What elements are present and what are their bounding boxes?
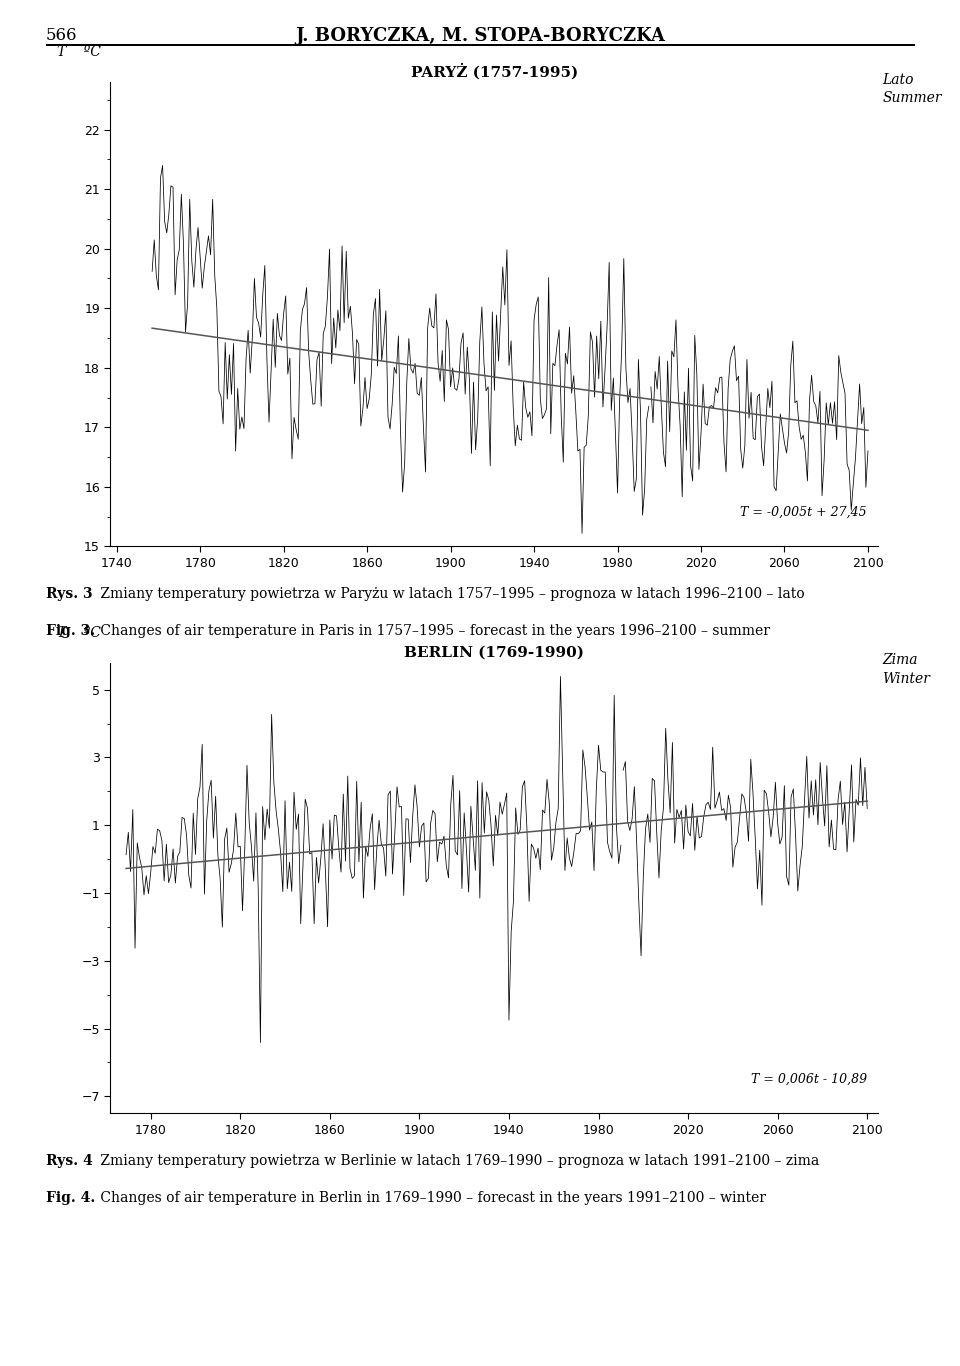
Text: Rys. 4: Rys. 4 [46, 1154, 93, 1168]
Text: Rys. 3: Rys. 3 [46, 587, 93, 601]
Text: Changes of air temperature in Berlin in 1769–1990 – forecast in the years 1991–2: Changes of air temperature in Berlin in … [96, 1191, 766, 1205]
Title: BERLIN (1769-1990): BERLIN (1769-1990) [404, 646, 585, 660]
Title: PARYŻ (1757-1995): PARYŻ (1757-1995) [411, 63, 578, 79]
Text: Lato
Summer: Lato Summer [882, 72, 942, 105]
Text: Zmiany temperatury powietrza w Paryżu w latach 1757–1995 – prognoza w latach 199: Zmiany temperatury powietrza w Paryżu w … [96, 587, 804, 601]
Text: T = -0,005t + 27,45: T = -0,005t + 27,45 [740, 505, 867, 519]
Text: Zmiany temperatury powietrza w Berlinie w latach 1769–1990 – prognoza w latach 1: Zmiany temperatury powietrza w Berlinie … [96, 1154, 819, 1168]
Text: T    ºC: T ºC [57, 45, 101, 59]
Text: T = 0,006t - 10,89: T = 0,006t - 10,89 [751, 1074, 867, 1086]
Text: T    ºC: T ºC [57, 627, 101, 641]
Text: J. BORYCZKA, M. STOPA-BORYCZKA: J. BORYCZKA, M. STOPA-BORYCZKA [295, 27, 665, 45]
Text: Fig. 4.: Fig. 4. [46, 1191, 95, 1205]
Text: Changes of air temperature in Paris in 1757–1995 – forecast in the years 1996–21: Changes of air temperature in Paris in 1… [96, 624, 770, 638]
Text: 566: 566 [46, 27, 78, 44]
Text: Zima
Winter: Zima Winter [882, 653, 930, 686]
Text: Fig. 3.: Fig. 3. [46, 624, 95, 638]
